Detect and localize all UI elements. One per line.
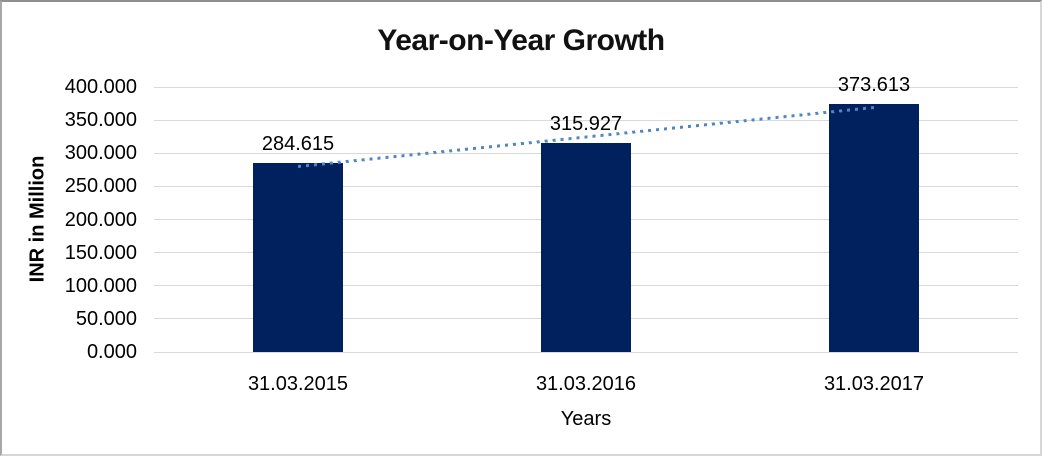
y-tick-label: 350.000 <box>64 109 137 132</box>
gridline <box>154 86 1018 88</box>
bar <box>541 142 631 352</box>
x-tick-label: 31.03.2016 <box>535 373 637 395</box>
gridline <box>154 119 1018 121</box>
plot-area: 284.615 315.927 373.613 <box>154 74 1018 353</box>
y-tick-label: 200.000 <box>64 208 137 231</box>
bar-value-label: 284.615 <box>261 133 335 156</box>
y-tick-label: 100.000 <box>64 274 137 297</box>
chart-title: Year-on-Year Growth <box>377 24 665 57</box>
y-tick-label: 0.000 <box>86 341 137 363</box>
y-tick-label: 300.000 <box>64 142 137 165</box>
y-tick-label: 250.000 <box>64 175 137 198</box>
x-tick-label: 31.03.2017 <box>823 373 925 395</box>
y-tick-label: 150.000 <box>64 241 137 264</box>
y-tick-label: 50.000 <box>75 307 137 330</box>
y-tick-label: 400.000 <box>64 76 137 98</box>
x-axis-title: Years <box>560 408 612 430</box>
bar-value-label: 315.927 <box>549 112 623 135</box>
bar <box>253 163 343 352</box>
x-tick-label: 31.03.2015 <box>247 373 349 395</box>
bar-value-label: 373.613 <box>837 74 911 97</box>
gridline <box>154 351 1018 353</box>
bar <box>829 104 919 352</box>
